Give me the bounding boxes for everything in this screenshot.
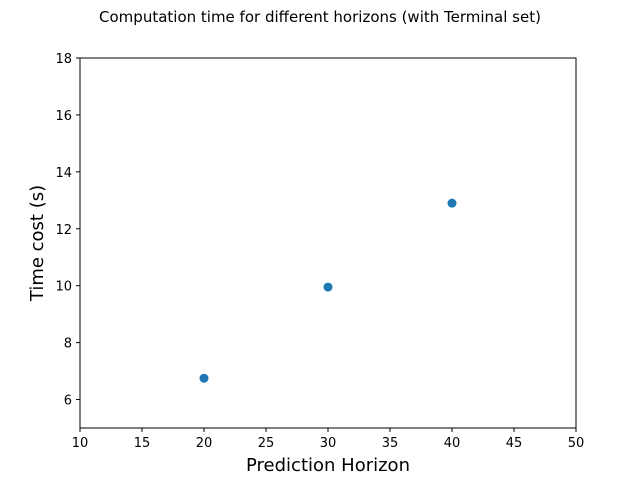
y-tick-label: 14 bbox=[55, 166, 72, 181]
data-point bbox=[199, 373, 209, 383]
x-tick-label: 35 bbox=[382, 436, 399, 451]
y-tick-label: 16 bbox=[55, 109, 72, 124]
plot-area bbox=[79, 57, 577, 429]
scatter-points bbox=[199, 198, 457, 383]
data-point bbox=[447, 198, 457, 208]
x-tick-label: 25 bbox=[258, 436, 275, 451]
y-axis-label: Time cost (s) bbox=[27, 185, 48, 302]
x-tick-label: 50 bbox=[568, 436, 585, 451]
x-tick-label: 15 bbox=[134, 436, 151, 451]
y-tick-label: 10 bbox=[55, 280, 72, 295]
x-axis: 10 15 20 25 30 35 40 45 50 bbox=[72, 428, 585, 451]
x-tick-label: 20 bbox=[196, 436, 213, 451]
x-tick-label: 45 bbox=[506, 436, 523, 451]
y-tick-label: 18 bbox=[55, 52, 72, 67]
y-tick-label: 6 bbox=[64, 394, 72, 409]
x-tick-label: 30 bbox=[320, 436, 337, 451]
data-point bbox=[323, 282, 333, 292]
x-axis-label: Prediction Horizon bbox=[246, 455, 410, 476]
y-tick-label: 12 bbox=[55, 223, 72, 238]
chart-title: Computation time for different horizons … bbox=[99, 8, 541, 26]
y-tick-label: 8 bbox=[64, 337, 72, 352]
y-axis: 6 8 10 12 14 16 18 bbox=[55, 52, 80, 409]
x-tick-label: 10 bbox=[72, 436, 89, 451]
x-tick-label: 40 bbox=[444, 436, 461, 451]
